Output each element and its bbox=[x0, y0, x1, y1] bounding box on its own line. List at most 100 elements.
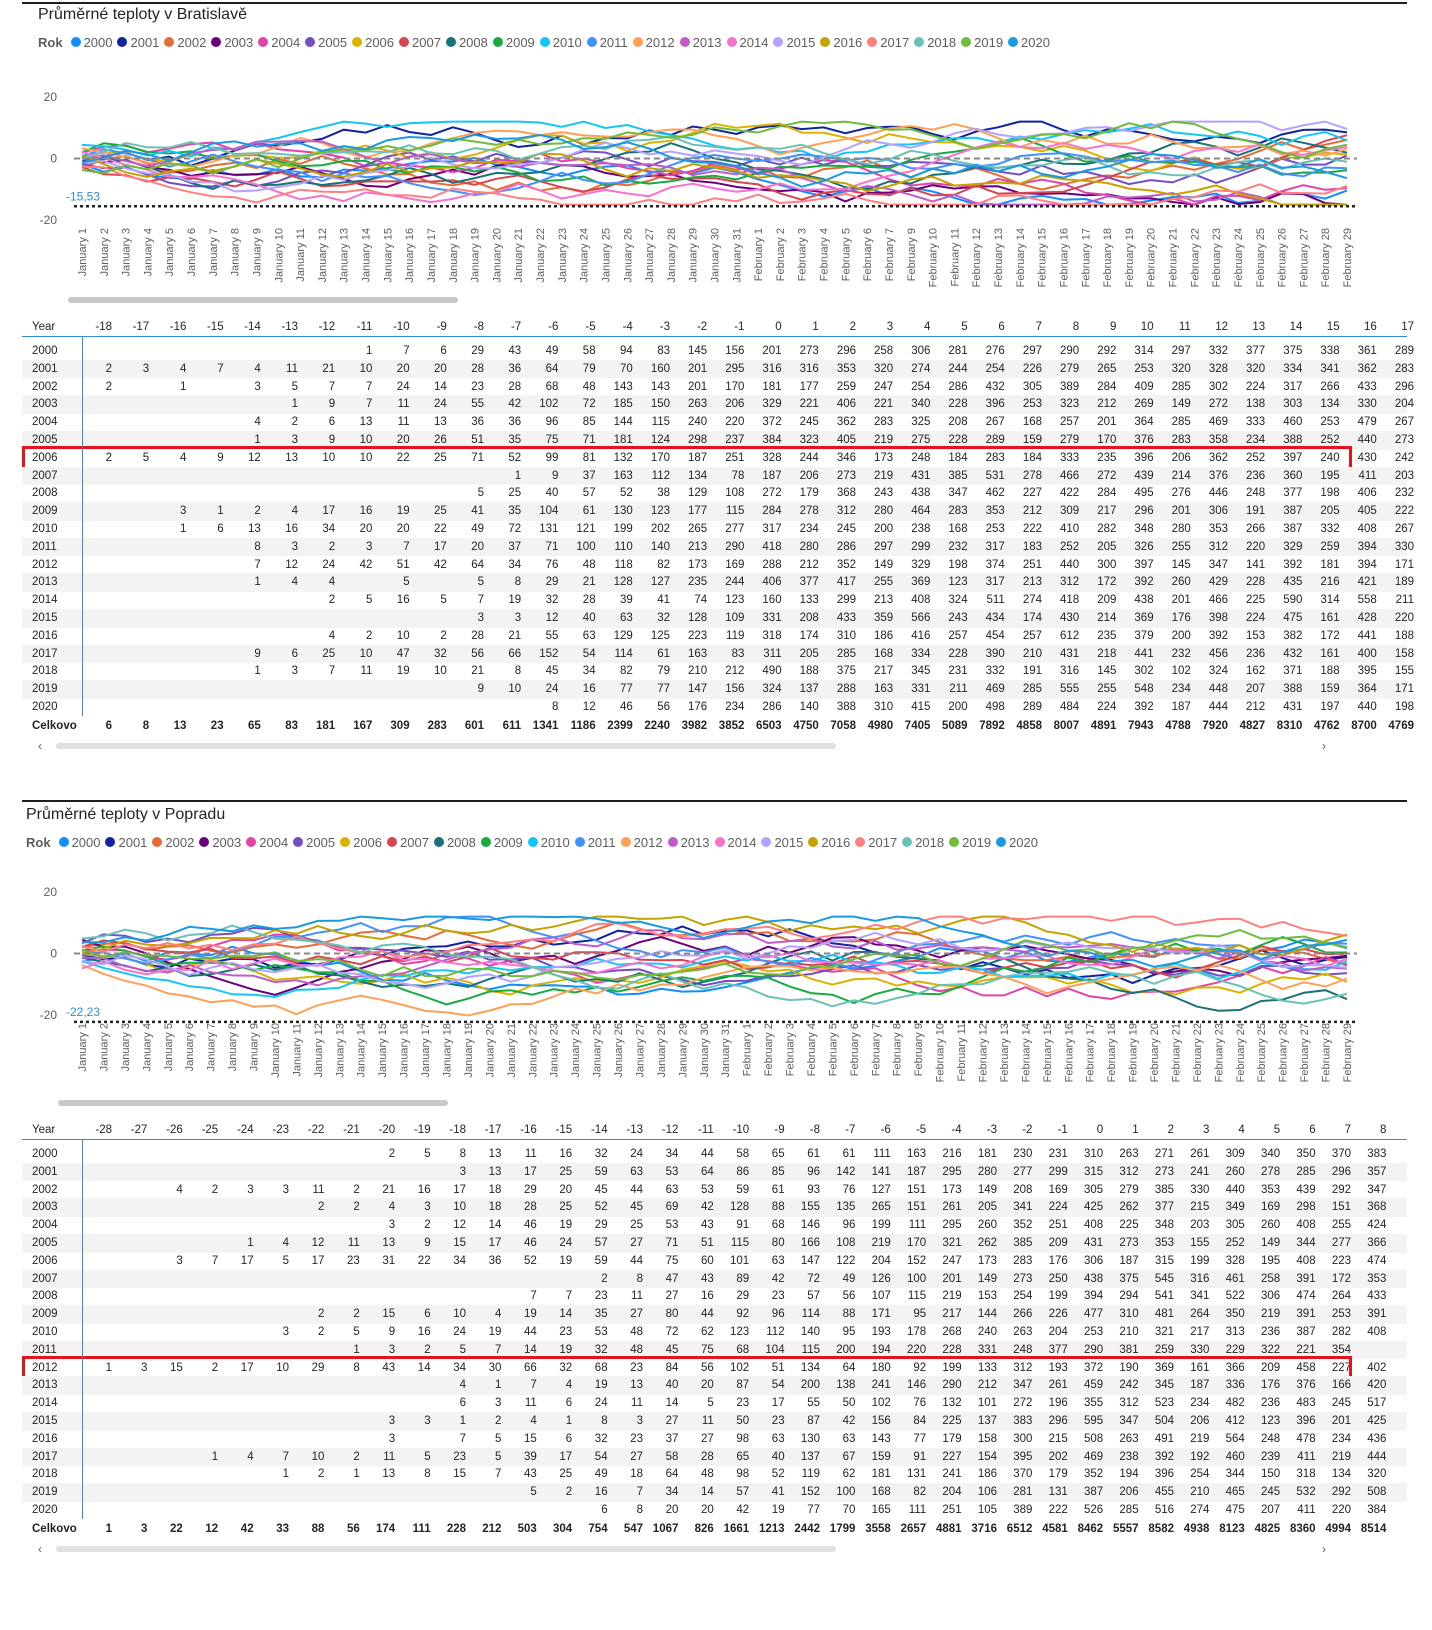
column-header[interactable]: 0 bbox=[775, 321, 782, 333]
series-line-2006[interactable] bbox=[81, 122, 1348, 172]
column-header[interactable]: 11 bbox=[1178, 321, 1191, 333]
scroll-right-icon[interactable]: › bbox=[1322, 1541, 1326, 1556]
column-header[interactable]: -5 bbox=[915, 1124, 927, 1136]
year-legend[interactable]: Rok 2000 2001 2002 2003 2004 2005 2006 2007 2008… bbox=[26, 834, 1043, 850]
column-header[interactable]: -18 bbox=[95, 321, 112, 333]
legend-item-2010[interactable]: 2010 bbox=[527, 835, 570, 850]
column-header[interactable]: 2 bbox=[1167, 1124, 1174, 1136]
chart-scrollbar[interactable] bbox=[68, 297, 458, 303]
table-row[interactable]: 2004 4 2 6 13 11 13 36 36 96 85 144 115 240 220 372 245 3… bbox=[22, 413, 1414, 432]
column-header[interactable]: 15 bbox=[1326, 321, 1340, 333]
series-line-2007[interactable] bbox=[81, 939, 1348, 979]
column-header[interactable]: -23 bbox=[272, 1124, 289, 1136]
table-row[interactable]: 2005 1 3 9 10 20 26 51 35 75 71 181 124 298 237 384 323 4… bbox=[22, 431, 1414, 450]
column-header[interactable]: 12 bbox=[1215, 321, 1228, 333]
column-header[interactable]: -25 bbox=[201, 1124, 219, 1136]
column-header[interactable]: -5 bbox=[585, 321, 596, 333]
legend-item-2009[interactable]: 2009 bbox=[492, 35, 535, 50]
table-row[interactable]: 2017 9 6 25 10 47 32 56 66 152 54 114 61 163 83 311 205 2… bbox=[22, 644, 1414, 664]
legend-item-2002[interactable]: 2002 bbox=[164, 35, 206, 50]
series-line-2013[interactable] bbox=[81, 139, 1347, 206]
legend-item-2004[interactable]: 2004 bbox=[258, 35, 300, 50]
legend-item-2017[interactable]: 2017 bbox=[867, 35, 909, 50]
column-header[interactable]: -22 bbox=[307, 1124, 325, 1136]
column-header[interactable]: 4 bbox=[1238, 1124, 1245, 1136]
column-header[interactable]: -15 bbox=[555, 1124, 573, 1136]
series-line-2010[interactable] bbox=[81, 120, 1348, 161]
scroll-left-icon[interactable]: ‹ bbox=[38, 1541, 42, 1556]
table-row[interactable]: 2019 5 2 16 7 34 14 57 41 152 100 168 82 204 106 281 131… bbox=[22, 1483, 1407, 1502]
legend-item-2006[interactable]: 2006 bbox=[352, 35, 394, 50]
column-header[interactable]: 3 bbox=[1202, 1124, 1210, 1136]
column-header[interactable]: -2 bbox=[696, 321, 708, 333]
column-header[interactable]: -9 bbox=[774, 1124, 785, 1136]
table-row[interactable]: 2018 1 3 7 11 19 10 21 8 45 34 82 79 210 212 490 188 375 2… bbox=[22, 662, 1414, 681]
column-header[interactable]: 1 bbox=[1132, 1124, 1139, 1136]
series-line-2018[interactable] bbox=[81, 135, 1348, 177]
legend-item-2000[interactable]: 2000 bbox=[70, 35, 112, 50]
column-header[interactable]: -20 bbox=[378, 1124, 396, 1136]
column-header[interactable]: -27 bbox=[130, 1124, 148, 1136]
table-row[interactable]: 2007 2 8 47 43 89 42 72 49 126 100 201 149 273 250 438 3… bbox=[22, 1269, 1407, 1289]
column-header[interactable]: -8 bbox=[473, 321, 484, 333]
column-header[interactable]: -13 bbox=[281, 321, 298, 333]
column-header[interactable]: 3 bbox=[886, 321, 894, 333]
scroll-thumb[interactable] bbox=[56, 742, 836, 749]
legend-item-2018[interactable]: 2018 bbox=[902, 835, 944, 850]
column-header[interactable]: -12 bbox=[661, 1124, 679, 1136]
table-row[interactable]: 2009 3 1 2 4 17 16 19 25 41 35 104 61 130 123 177 115 284… bbox=[22, 502, 1414, 521]
legend-item-2003[interactable]: 2003 bbox=[199, 835, 241, 850]
legend-item-2014[interactable]: 2014 bbox=[726, 35, 768, 50]
table-row[interactable]: 2010 1 6 13 16 34 20 20 22 49 72 131 121 199 202 265 277… bbox=[22, 520, 1414, 539]
legend-item-2009[interactable]: 2009 bbox=[480, 835, 523, 850]
legend-item-2007[interactable]: 2007 bbox=[399, 35, 441, 50]
table-row[interactable]: 2001 3 13 17 25 59 63 53 64 86 85 96 142 141 187 295 280… bbox=[22, 1162, 1407, 1182]
table-row[interactable]: 2020 8 12 46 56 176 234 286 140 388 310 415 200 498 28… bbox=[22, 698, 1414, 717]
legend-item-2016[interactable]: 2016 bbox=[820, 35, 862, 50]
year-column-header[interactable]: Year bbox=[32, 1124, 56, 1136]
column-header[interactable]: -1 bbox=[1057, 1124, 1068, 1136]
table-row[interactable]: 2009 2 2 15 6 10 4 19 14 35 27 80 44 92 96 114 88 171 95 21… bbox=[22, 1305, 1407, 1324]
table-row[interactable]: 2016 3 7 5 15 6 32 23 37 27 98 63 130 63 143 77 179 158 30… bbox=[22, 1430, 1407, 1449]
table-row[interactable]: 2002 2 1 3 5 7 7 24 14 23 28 68 48 143 143 201 170 181 177… bbox=[22, 378, 1414, 397]
column-header[interactable]: 16 bbox=[1364, 321, 1377, 333]
legend-item-2016[interactable]: 2016 bbox=[808, 835, 850, 850]
column-header[interactable]: -17 bbox=[484, 1124, 502, 1136]
column-header[interactable]: 9 bbox=[1109, 321, 1117, 333]
chart-scrollbar[interactable] bbox=[58, 1100, 448, 1106]
column-header[interactable]: 5 bbox=[1273, 1124, 1281, 1136]
column-header[interactable]: 13 bbox=[1252, 321, 1266, 333]
legend-item-2019[interactable]: 2019 bbox=[949, 835, 991, 850]
series-line-2019[interactable] bbox=[81, 928, 1348, 982]
column-header[interactable]: 6 bbox=[998, 321, 1005, 333]
column-header[interactable]: -28 bbox=[95, 1124, 112, 1136]
column-header[interactable]: 0 bbox=[1096, 1124, 1104, 1136]
column-header[interactable]: -14 bbox=[244, 321, 261, 333]
legend-item-2003[interactable]: 2003 bbox=[211, 35, 253, 50]
column-header[interactable]: -3 bbox=[986, 1124, 997, 1136]
legend-item-2018[interactable]: 2018 bbox=[914, 35, 956, 50]
legend-item-2017[interactable]: 2017 bbox=[855, 835, 897, 850]
legend-item-2007[interactable]: 2007 bbox=[387, 835, 429, 850]
column-header[interactable]: 7 bbox=[1035, 321, 1042, 333]
column-header[interactable]: -1 bbox=[734, 321, 745, 333]
column-header[interactable]: -9 bbox=[436, 321, 447, 333]
column-header[interactable]: -10 bbox=[392, 321, 410, 333]
table-row[interactable]: 2011 8 3 2 3 7 17 20 37 71 100 110 140 213 290 418 280 28… bbox=[22, 537, 1414, 557]
series-line-2007[interactable] bbox=[81, 134, 1348, 201]
column-header[interactable]: -18 bbox=[449, 1124, 466, 1136]
table-row[interactable]: 2006 3 7 17 5 17 23 31 22 34 36 52 19 59 44 75 60 101 63 14… bbox=[22, 1252, 1407, 1271]
scroll-right-icon[interactable]: › bbox=[1322, 738, 1326, 753]
legend-item-2011[interactable]: 2011 bbox=[586, 35, 628, 50]
table-row[interactable]: 2014 2 5 16 5 7 19 32 28 39 41 74 123 160 133 299 213 408… bbox=[22, 591, 1414, 610]
legend-item-2014[interactable]: 2014 bbox=[714, 835, 756, 850]
table-horizontal-scrollbar[interactable]: ‹ › bbox=[22, 738, 1352, 754]
series-line-2018[interactable] bbox=[81, 924, 1348, 1008]
table-row[interactable]: 2005 1 4 12 11 13 9 15 17 46 24 57 27 71 51 115 80 166 108… bbox=[22, 1234, 1407, 1253]
column-header[interactable]: 5 bbox=[961, 321, 968, 333]
column-header[interactable]: -26 bbox=[166, 1124, 183, 1136]
column-header[interactable]: -7 bbox=[845, 1124, 856, 1136]
column-header[interactable]: 7 bbox=[1344, 1124, 1351, 1136]
legend-item-2020[interactable]: 2020 bbox=[996, 835, 1038, 850]
series-line-2016[interactable] bbox=[81, 152, 1348, 206]
